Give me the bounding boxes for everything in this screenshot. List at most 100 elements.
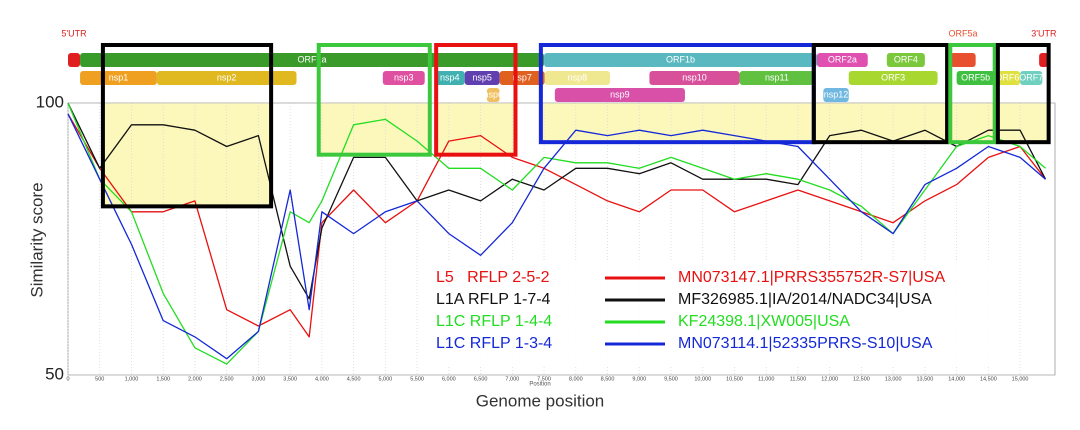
legend-label: L1C RFLP 1-3-4	[436, 335, 552, 352]
highlight-fill	[102, 103, 272, 207]
gene-feature	[156, 71, 297, 85]
x-tick-label: 10,000	[694, 376, 711, 382]
gene-feature	[1020, 71, 1043, 85]
gene-label: ORF5b	[961, 72, 990, 82]
gene-label: 3'UTR	[1031, 28, 1057, 38]
x-tick-label: 3,500	[283, 376, 297, 382]
legend-name: MN073114.1|52335PRRS-S10|USA	[678, 335, 933, 352]
x-tick-label: 9,000	[632, 376, 646, 382]
gene-feature	[464, 71, 500, 85]
highlight-fill	[436, 103, 516, 155]
x-tick-label: 4,000	[315, 376, 329, 382]
gene-feature	[434, 71, 465, 85]
gene-feature	[382, 71, 425, 85]
legend-name: MF326985.1|IA/2014/NADC34|USA	[678, 291, 932, 308]
highlight-box	[811, 43, 950, 145]
legend-label: L5 RFLP 2-5-2	[436, 269, 550, 286]
legend-box	[425, 262, 1000, 367]
gene-feature	[554, 88, 685, 102]
x-axis-sublabel: Position	[529, 382, 550, 388]
gene-feature	[544, 53, 817, 67]
x-tick-label: 1,000	[125, 376, 139, 382]
series-line	[67, 113, 1046, 360]
gene-label: ORF7	[1019, 72, 1043, 82]
highlight-box	[434, 43, 518, 157]
gene-feature	[886, 53, 925, 67]
gene-label: ORF1a	[298, 54, 327, 64]
x-tick-label: 6,500	[474, 376, 488, 382]
highlight-box	[995, 43, 1051, 145]
gene-feature	[68, 53, 81, 67]
gene-label: 5'UTR	[61, 28, 87, 38]
x-tick-label: 2,000	[188, 376, 202, 382]
legend-name: MN073147.1|PRRS355752R-S7|USA	[678, 269, 945, 286]
gene-feature	[486, 88, 500, 102]
x-tick-label: 14,500	[980, 376, 997, 382]
x-tick-label: 12,500	[853, 376, 870, 382]
gene-feature	[848, 71, 938, 85]
legend-label: L1A RFLP 1-7-4	[436, 291, 551, 308]
y-tick-label: 50	[45, 364, 64, 383]
gene-label: ORF2a	[828, 54, 857, 64]
gene-label: nsp12	[824, 89, 849, 99]
x-tick-label: 7,500	[537, 376, 551, 382]
x-tick-label: 5,000	[378, 376, 392, 382]
gene-label: nsp11	[765, 72, 789, 82]
x-tick-label: 500	[95, 376, 104, 382]
x-tick-label: 11,500	[790, 376, 806, 382]
gene-feature	[499, 71, 545, 85]
x-tick-label: 3,000	[252, 376, 266, 382]
highlight-box	[316, 43, 432, 157]
gene-label: nsp3	[394, 72, 414, 82]
x-tick-label: 6,000	[442, 376, 456, 382]
gene-feature	[816, 53, 868, 67]
gene-label: nsp8	[568, 72, 588, 82]
gene-label: nsp7	[512, 72, 532, 82]
gene-label: ORF4	[894, 54, 918, 64]
x-axis-label: Genome position	[476, 391, 605, 410]
gene-label: ORF6	[995, 72, 1019, 82]
series-line	[67, 102, 1047, 300]
x-tick-label: 14,000	[948, 376, 965, 382]
highlight-box	[100, 43, 274, 209]
x-tick-label: 8,000	[569, 376, 583, 382]
x-tick-label: 0	[66, 376, 69, 382]
gene-feature	[544, 71, 611, 85]
gene-feature	[950, 53, 976, 67]
legend-label: L1C RFLP 1-4-4	[436, 313, 552, 330]
gene-label: nsp6	[484, 89, 504, 99]
gene-feature	[1039, 53, 1049, 67]
x-tick-label: 8,500	[601, 376, 615, 382]
gene-label: nsp5	[472, 72, 492, 82]
highlight-box	[948, 43, 997, 145]
gene-label: ORF3	[881, 72, 905, 82]
highlight-fill	[540, 103, 814, 143]
gene-label: nsp1	[109, 72, 129, 82]
gene-label: nsp4	[440, 72, 460, 82]
gene-label: nsp2	[217, 72, 237, 82]
x-tick-label: 12,000	[821, 376, 838, 382]
x-tick-label: 11,000	[758, 376, 774, 382]
x-tick-label: 2,500	[220, 376, 234, 382]
highlight-fill	[318, 103, 430, 155]
gene-feature	[823, 88, 849, 102]
gene-feature	[649, 71, 740, 85]
x-tick-label: 1,500	[156, 376, 170, 382]
x-tick-label: 5,500	[410, 376, 424, 382]
legend-name: KF24398.1|XW005|USA	[678, 313, 850, 330]
gene-label: ORF5a	[948, 28, 977, 38]
x-tick-label: 13,500	[916, 376, 933, 382]
x-tick-label: 10,500	[726, 376, 743, 382]
x-tick-label: 13,000	[885, 376, 902, 382]
y-axis-label: Similarity score	[27, 182, 46, 297]
series-line	[67, 102, 1046, 365]
gene-label: nsp10	[682, 72, 707, 82]
gene-feature	[80, 71, 157, 85]
gene-feature	[956, 71, 995, 85]
x-tick-label: 15,000	[1012, 376, 1029, 382]
y-tick-label: 100	[36, 92, 64, 111]
gene-feature	[739, 71, 815, 85]
gene-label: nsp9	[610, 89, 630, 99]
x-tick-label: 7,000	[505, 376, 519, 382]
gene-label: ORF1b	[666, 54, 695, 64]
